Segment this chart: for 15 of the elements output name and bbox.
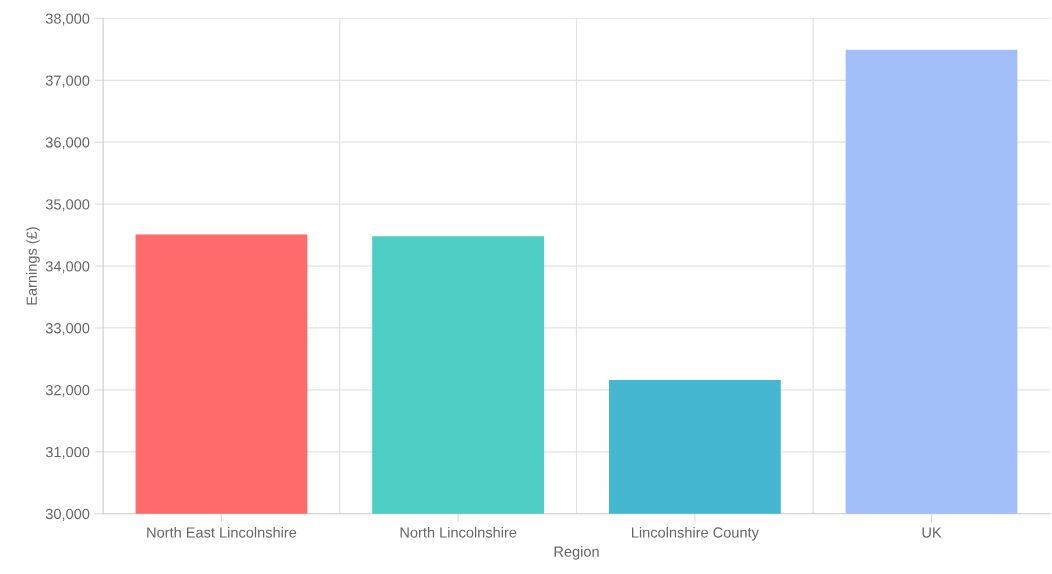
y-tick-label: 37,000 — [45, 75, 90, 88]
y-tick-label: 35,000 — [45, 199, 90, 212]
x-tick-label: Lincolnshire County — [632, 526, 759, 541]
y-tick-label: 38,000 — [45, 13, 90, 26]
y-axis-title: Earnings (£) — [26, 227, 40, 305]
x-tick-label: North East Lincolnshire — [147, 526, 297, 538]
y-tick-label: 32,000 — [45, 384, 90, 398]
y-tick-label: 33,000 — [45, 323, 90, 336]
y-tick-label: 30,000 — [45, 508, 90, 521]
y-tick-label: 31,000 — [45, 446, 90, 459]
y-tick-label: 34,000 — [45, 261, 90, 274]
x-tick-label: North Lincolnshire — [400, 526, 517, 538]
x-tick-label: UK — [922, 527, 942, 538]
y-tick-label: 36,000 — [45, 137, 90, 150]
x-axis-title: Region — [554, 546, 599, 560]
